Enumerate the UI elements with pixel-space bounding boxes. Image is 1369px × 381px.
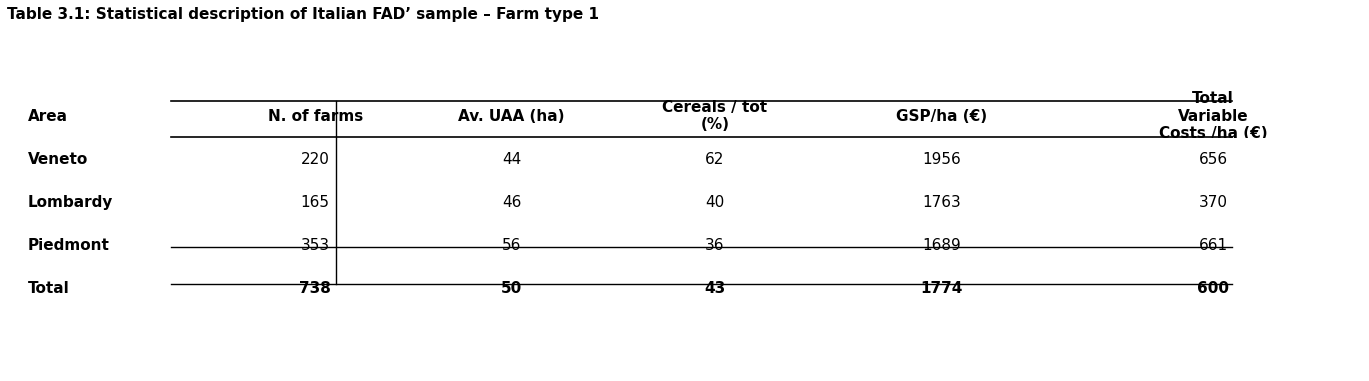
- Text: Table 3.1: Statistical description of Italian FAD’ sample – Farm type 1: Table 3.1: Statistical description of It…: [7, 7, 600, 22]
